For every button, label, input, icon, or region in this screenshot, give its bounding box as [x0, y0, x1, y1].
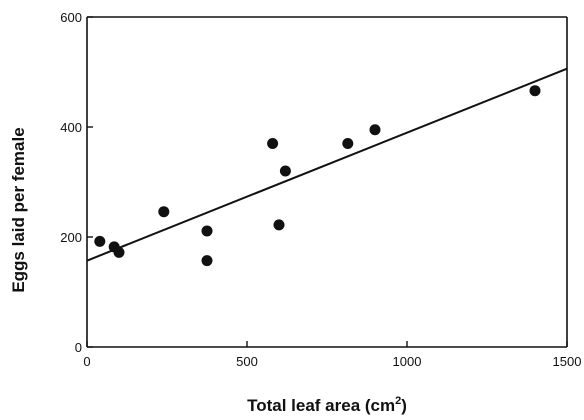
data-points	[94, 85, 541, 267]
data-point	[158, 206, 170, 218]
y-tick-label: 600	[60, 10, 82, 25]
data-point	[279, 165, 291, 177]
data-point	[273, 219, 285, 231]
x-axis-title-superscript: 2	[395, 395, 401, 407]
ticks: 0 500 1000 1500 0 200 400 600	[60, 10, 581, 369]
x-axis-title: Total leaf area (cm2)	[247, 395, 407, 415]
x-tick-label: 0	[83, 354, 90, 369]
x-axis-title-main: Total leaf area (cm	[247, 396, 395, 415]
x-tick-label: 500	[236, 354, 258, 369]
data-point	[342, 138, 354, 149]
axes	[86, 16, 568, 348]
data-point	[113, 246, 125, 258]
trendline	[86, 67, 568, 262]
data-point	[529, 85, 541, 97]
y-tick-label: 200	[60, 230, 82, 245]
data-point	[201, 225, 213, 237]
y-axis-title: Eggs laid per female	[9, 127, 28, 292]
x-tick-label: 1000	[393, 354, 422, 369]
data-point	[267, 138, 279, 149]
data-point	[369, 124, 381, 136]
data-point	[201, 255, 213, 267]
x-axis-title-suffix: )	[401, 396, 407, 415]
y-tick-label: 400	[60, 120, 82, 135]
data-point	[94, 235, 106, 247]
x-tick-label: 1500	[553, 354, 582, 369]
trendline-group	[86, 67, 568, 262]
y-tick-label: 0	[75, 340, 82, 355]
